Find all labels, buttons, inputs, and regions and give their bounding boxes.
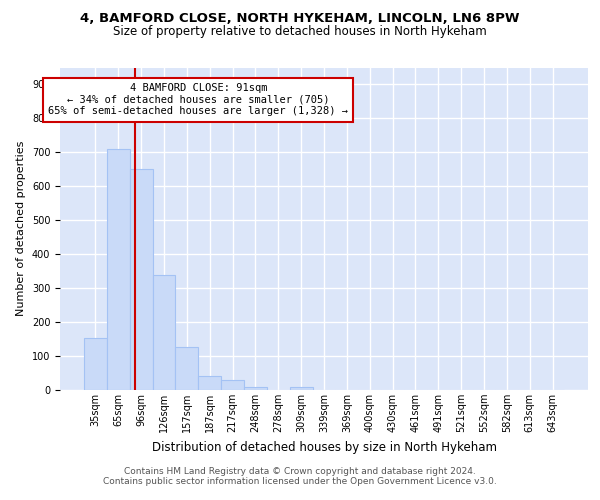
Bar bbox=[198, 376, 221, 390]
Bar bbox=[130, 168, 152, 390]
Bar bbox=[84, 338, 107, 390]
X-axis label: Distribution of detached houses by size in North Hykeham: Distribution of detached houses by size … bbox=[151, 440, 497, 454]
Text: Contains public sector information licensed under the Open Government Licence v3: Contains public sector information licen… bbox=[103, 477, 497, 486]
Bar bbox=[152, 274, 175, 390]
Text: Contains HM Land Registry data © Crown copyright and database right 2024.: Contains HM Land Registry data © Crown c… bbox=[124, 467, 476, 476]
Bar bbox=[290, 388, 313, 390]
Bar bbox=[244, 386, 267, 390]
Text: 4 BAMFORD CLOSE: 91sqm
← 34% of detached houses are smaller (705)
65% of semi-de: 4 BAMFORD CLOSE: 91sqm ← 34% of detached… bbox=[48, 83, 348, 116]
Bar bbox=[107, 149, 130, 390]
Y-axis label: Number of detached properties: Number of detached properties bbox=[16, 141, 26, 316]
Bar bbox=[175, 346, 198, 390]
Text: Size of property relative to detached houses in North Hykeham: Size of property relative to detached ho… bbox=[113, 25, 487, 38]
Bar bbox=[221, 380, 244, 390]
Text: 4, BAMFORD CLOSE, NORTH HYKEHAM, LINCOLN, LN6 8PW: 4, BAMFORD CLOSE, NORTH HYKEHAM, LINCOLN… bbox=[80, 12, 520, 26]
